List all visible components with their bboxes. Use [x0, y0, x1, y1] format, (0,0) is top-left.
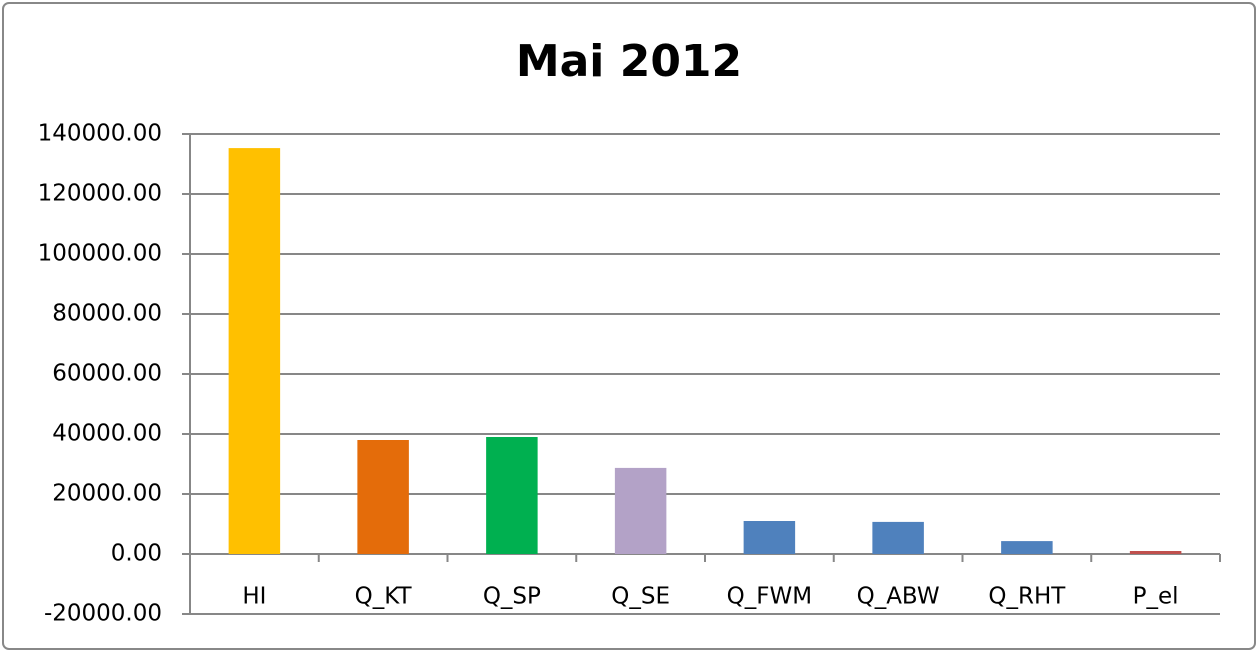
x-tick-label: Q_KT [355, 584, 413, 610]
x-tick-label: Q_SP [483, 584, 541, 610]
bar [614, 467, 667, 554]
bar [228, 148, 281, 554]
y-tick-label: -20000.00 [44, 601, 162, 627]
bar [743, 521, 796, 554]
x-tick-label: Q_FWM [727, 584, 812, 610]
y-tick-label: 120000.00 [38, 181, 162, 207]
x-tick-label: HI [242, 584, 266, 610]
y-tick-label: 140000.00 [38, 121, 162, 147]
x-tick-label: P_el [1133, 584, 1179, 610]
bar [1001, 541, 1053, 554]
bar [486, 437, 538, 554]
y-tick-label: 0.00 [111, 541, 162, 567]
x-tick-label: Q_RHT [988, 584, 1066, 610]
y-tick-label: 60000.00 [52, 361, 162, 387]
y-tick-label: 100000.00 [38, 241, 162, 267]
bar [357, 440, 409, 554]
bar [1129, 551, 1182, 554]
y-tick-label: 80000.00 [52, 301, 162, 327]
x-tick-label: Q_SE [611, 584, 670, 610]
chart-title: Mai 2012 [516, 36, 742, 87]
y-tick-label: 20000.00 [52, 481, 162, 507]
y-tick-label: 40000.00 [52, 421, 162, 447]
bar [872, 521, 924, 554]
x-tick-label: Q_ABW [857, 584, 940, 610]
